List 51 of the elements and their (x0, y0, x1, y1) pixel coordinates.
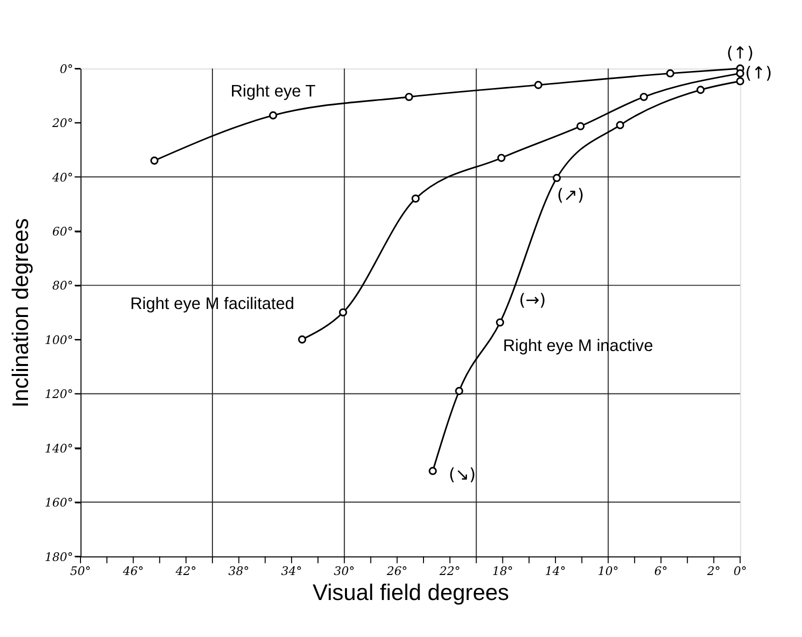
point (455, 386, 464, 396)
annotation: (↑) (726, 44, 754, 63)
x-tick-label: 38° (228, 564, 250, 578)
point (616, 121, 624, 130)
x-tick-label: 26° (386, 564, 408, 578)
y-tick-label: 80° (52, 278, 74, 293)
x-tick-label: 10° (598, 564, 619, 578)
annotation: (→) (518, 290, 546, 310)
annotation: (↑) (745, 63, 772, 82)
point (696, 86, 705, 94)
y-tick-label: 160° (44, 496, 74, 510)
x-tick-label: 18° (492, 564, 514, 578)
point (534, 80, 542, 90)
point (269, 111, 278, 120)
point (404, 92, 414, 101)
x-tick-label: 42° (174, 564, 196, 578)
point (496, 318, 504, 327)
point (576, 122, 585, 130)
series-label: Right eye T (230, 82, 316, 101)
y-tick-label: 60° (52, 224, 74, 239)
point (338, 308, 348, 316)
x-tick-label: 30° (334, 564, 355, 578)
annotation: (↗) (557, 186, 584, 205)
y-tick-label: 120° (44, 387, 74, 402)
y-tick-label: 0° (60, 62, 74, 76)
x-tick-label: 22° (438, 564, 460, 578)
x-axis-title: Visual field degrees (312, 580, 510, 606)
y-tick-label: 140° (44, 441, 74, 456)
point (666, 69, 674, 78)
y-tick-label: 20° (51, 116, 74, 130)
point (552, 174, 561, 182)
point (428, 466, 437, 476)
x-tick-label: 46° (122, 564, 144, 578)
x-tick-label: 34° (281, 564, 302, 578)
x-tick-label: 14° (545, 564, 566, 578)
x-tick-label: 50° (70, 564, 91, 578)
point (298, 335, 306, 344)
x-tick-label: 0° (733, 564, 747, 578)
x-tick-label: 2° (706, 564, 720, 578)
point (640, 92, 648, 101)
point (736, 77, 744, 86)
annotation: (↘) (448, 464, 476, 484)
x-tick-label: 6° (654, 564, 668, 578)
y-tick-label: 40° (51, 170, 74, 184)
point (412, 194, 420, 203)
point (497, 154, 506, 162)
y-tick-label: 180° (44, 550, 74, 564)
point (736, 69, 744, 78)
y-axis-title: Inclination degrees (8, 218, 34, 408)
y-tick-label: 100° (44, 332, 74, 347)
point (150, 156, 158, 165)
